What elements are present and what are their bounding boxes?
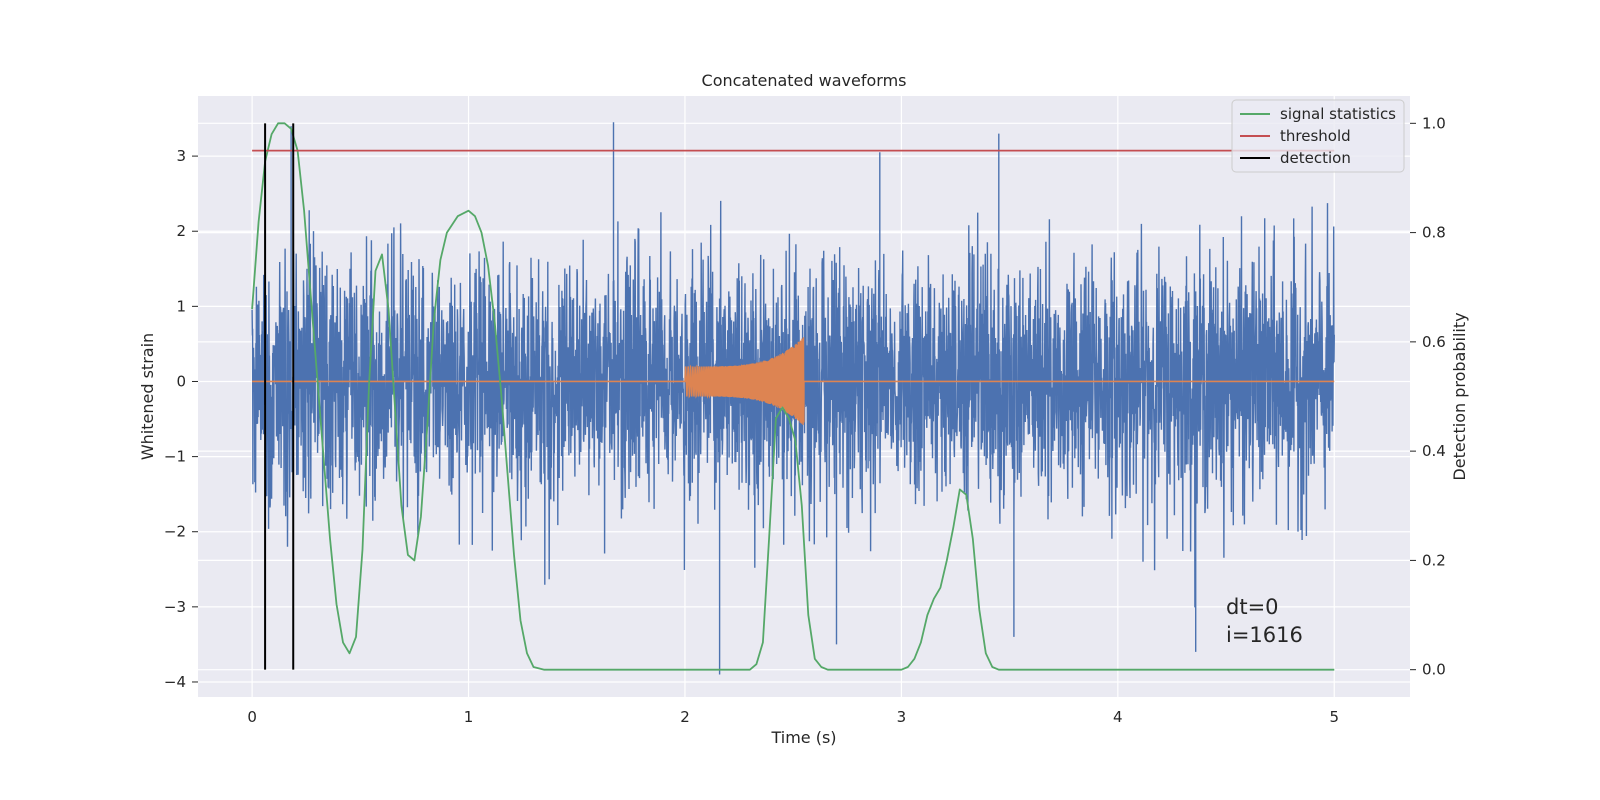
- annotation-index: i=1616: [1226, 623, 1303, 647]
- detection-series: [264, 123, 295, 670]
- y-axis-label-left: Whitened strain: [138, 333, 157, 460]
- y-tick-label-left: −4: [164, 673, 186, 691]
- y-tick-label-right: 0.6: [1422, 333, 1446, 351]
- y-tick-label-left: 1: [176, 297, 186, 315]
- signal-statistics-line: [251, 122, 1335, 671]
- x-tick-label: 3: [897, 708, 907, 726]
- legend-label: signal statistics: [1280, 105, 1396, 123]
- x-tick-label: 2: [680, 708, 690, 726]
- y-tick-label-right: 0.4: [1422, 442, 1446, 460]
- y-tick-label-left: −1: [164, 448, 186, 466]
- y-tick-label-right: 0.2: [1422, 551, 1446, 569]
- y-tick-label-right: 0.0: [1422, 661, 1446, 679]
- x-tick-label: 5: [1329, 708, 1339, 726]
- legend-box: [1231, 99, 1405, 173]
- legend-label: threshold: [1280, 127, 1351, 145]
- x-tick-label: 0: [247, 708, 257, 726]
- legend: signal statistics threshold detection: [1231, 99, 1405, 173]
- y-tick-label-left: 2: [176, 222, 186, 240]
- y-axis-label-right: Detection probability: [1450, 312, 1469, 480]
- legend-label: detection: [1280, 149, 1351, 167]
- y-tick-label-right: 0.8: [1422, 224, 1446, 242]
- x-axis-label: Time (s): [770, 728, 836, 747]
- signal-statistics-series: [251, 122, 1335, 671]
- y-tick-label-left: −3: [164, 598, 186, 616]
- y-tick-label-left: 0: [176, 372, 186, 390]
- axis-ticks: 0 1 2 3 4 5 3 2 1 0 −1 −2 −3 −4 1.0 0.8 0.6 0.4 0.2 0.0: [164, 114, 1446, 726]
- y-tick-label-left: 3: [176, 147, 186, 165]
- waveform-series: [252, 337, 1335, 425]
- waveform-chirp: [684, 337, 805, 425]
- annotation-dt: dt=0: [1226, 595, 1279, 619]
- x-tick-label: 4: [1113, 708, 1123, 726]
- x-tick-label: 1: [464, 708, 474, 726]
- y-tick-label-right: 1.0: [1422, 114, 1446, 132]
- y-tick-label-left: −2: [164, 523, 186, 541]
- chart-title: Concatenated waveforms: [702, 71, 907, 90]
